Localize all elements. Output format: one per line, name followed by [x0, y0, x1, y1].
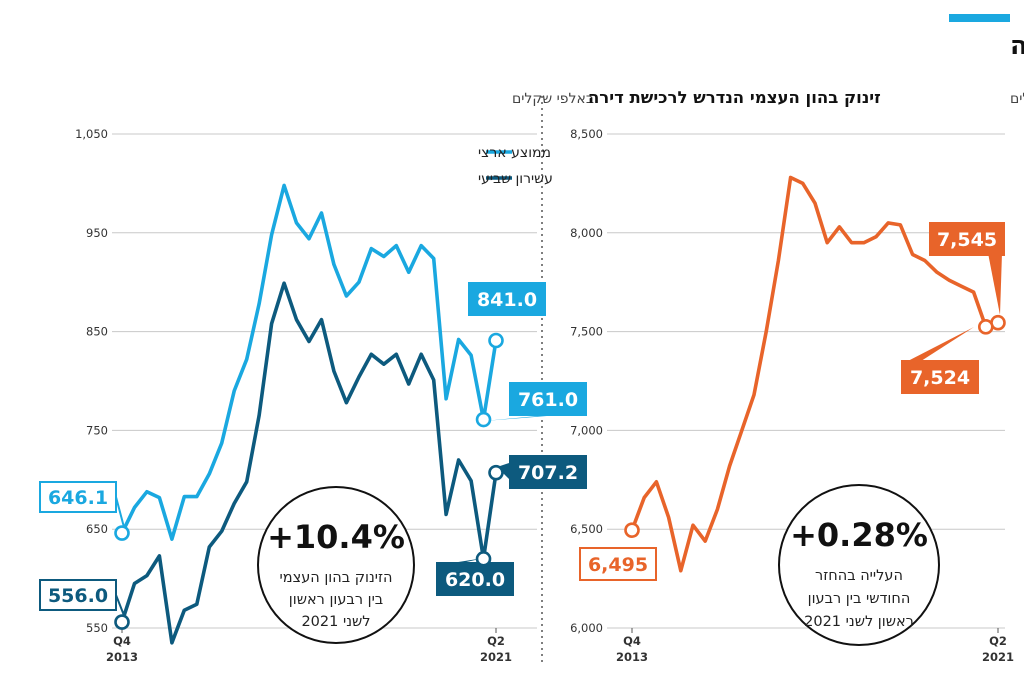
annotation-value: +0.28% [790, 516, 928, 554]
x-tick-year: 2013 [616, 650, 648, 664]
page-title: כל המדדים בעלייה [1010, 31, 1024, 61]
callout-label: 707.2 [518, 462, 578, 484]
y-tick-label: 6,000 [570, 621, 603, 635]
data-point-marker [475, 411, 492, 428]
callout-box [579, 547, 657, 581]
callout-box [509, 455, 587, 489]
series-line-1 [120, 281, 498, 645]
callout-box [436, 562, 514, 596]
data-point-marker [475, 551, 492, 567]
x-tick-year: 2013 [106, 650, 138, 664]
legend-label: עשירון שביעי [478, 171, 553, 187]
chart-title-unit: בשקלים [1010, 91, 1024, 107]
y-tick-label: 7,500 [570, 325, 603, 339]
callout-label: 7,524 [910, 367, 970, 389]
series-line-0 [120, 183, 498, 541]
callout-label: 761.0 [518, 389, 578, 411]
callout-label: 556.0 [48, 585, 108, 607]
annotation-text-line: ראשון לשני 2021 [804, 614, 914, 630]
header-accent-bar [949, 14, 1010, 22]
callout-pointer [988, 253, 1002, 315]
y-tick-label: 650 [86, 522, 108, 536]
annotation-circle [257, 486, 415, 644]
annotation-text-line: הזינוק בהון העצמי [280, 570, 393, 586]
data-point-marker [114, 525, 130, 541]
annotation-text-line: החודשי בין רבעון [808, 591, 911, 607]
y-tick-label: 550 [86, 621, 108, 635]
callout-box [468, 282, 546, 316]
series-line-0 [630, 175, 1000, 573]
x-tick-period: Q4 [113, 634, 131, 648]
y-tick-label: 8,000 [570, 226, 603, 240]
annotation-circle [778, 484, 940, 646]
callout-label: 6,495 [588, 554, 648, 576]
data-point-marker [488, 332, 504, 349]
y-tick-label: 1,050 [75, 127, 108, 141]
mortgage-chart: עלייה מתונה בהחזר המשכנתא החודשיבשקלים 8,… [570, 88, 1024, 664]
data-point-marker [114, 614, 130, 630]
chart-title-main: זינוק בהון העצמי הנדרש לרכישת דירה [588, 88, 881, 107]
callout-box [39, 481, 117, 513]
x-tick-period: Q4 [623, 634, 641, 648]
callout-box [39, 579, 117, 611]
callout-pointer [115, 594, 126, 619]
data-point-marker [977, 319, 994, 335]
callout-pointer [904, 327, 974, 363]
data-point-marker [488, 464, 504, 481]
callout-label: 646.1 [48, 487, 108, 509]
x-tick-period: Q2 [989, 634, 1007, 648]
callout-box [509, 382, 587, 416]
callout-pointer [115, 496, 126, 532]
legend-label: ממוצע ארצי [478, 145, 551, 161]
annotation-text-line: בין רבעון ראשון [289, 592, 383, 608]
callout-box [929, 222, 1005, 256]
annotation-text-line: לשני 2021 [301, 614, 370, 630]
chart-title: זינוק בהון העצמי הנדרש לרכישת דירהבאלפי … [512, 88, 881, 107]
y-tick-label: 850 [86, 325, 108, 339]
chart-title-unit: באלפי שקלים [512, 91, 594, 107]
x-tick-year: 2021 [982, 650, 1014, 664]
callout-box [901, 360, 979, 394]
annotation-value: +10.4% [267, 518, 405, 556]
y-tick-label: 750 [86, 423, 108, 437]
callout-label: 620.0 [445, 569, 505, 591]
y-tick-label: 6,500 [570, 522, 603, 536]
data-point-marker [624, 522, 640, 538]
chart-title: עלייה מתונה בהחזר המשכנתא החודשיבשקלים [1010, 88, 1024, 107]
x-tick-period: Q2 [487, 634, 505, 648]
y-tick-label: 950 [86, 226, 108, 240]
y-tick-label: 7,000 [570, 423, 603, 437]
equity-chart: זינוק בהון העצמי הנדרש לרכישת דירהבאלפי … [39, 88, 881, 664]
callout-label: 841.0 [477, 289, 537, 311]
x-tick-year: 2021 [480, 650, 512, 664]
annotation-text-line: העלייה בהחזר [815, 568, 903, 584]
y-tick-label: 8,500 [570, 127, 603, 141]
callout-label: 7,545 [937, 229, 997, 251]
